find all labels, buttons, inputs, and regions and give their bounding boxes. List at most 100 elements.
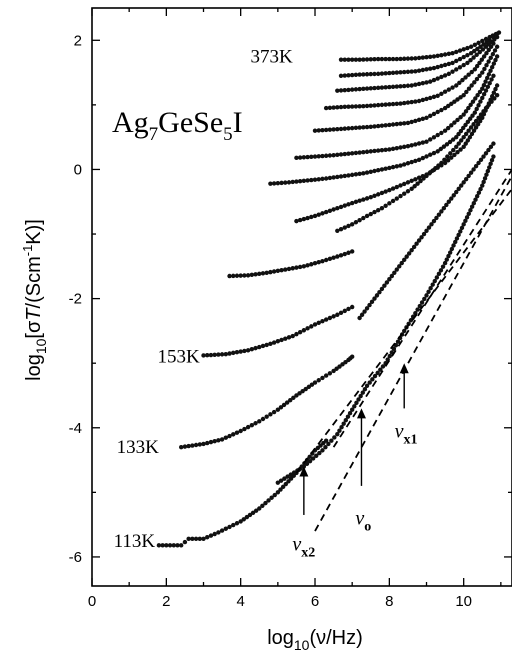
- marker-arrow-head: [299, 466, 309, 477]
- data-point: [346, 126, 351, 131]
- data-point: [413, 69, 418, 74]
- data-point: [342, 87, 347, 93]
- data-point: [275, 407, 281, 412]
- data-point: [481, 92, 487, 97]
- data-point: [446, 87, 452, 92]
- data-point: [379, 56, 385, 62]
- data-point: [478, 99, 483, 104]
- data-point: [477, 89, 483, 95]
- data-point: [387, 353, 392, 359]
- data-point: [353, 57, 359, 62]
- data-point: [280, 484, 286, 490]
- data-point: [341, 421, 346, 426]
- data-point: [286, 180, 292, 185]
- x-tick-label: 4: [237, 593, 245, 610]
- data-point: [468, 44, 474, 49]
- data-point: [247, 512, 253, 518]
- data-point: [450, 51, 455, 56]
- data-point: [444, 142, 450, 147]
- data-point: [435, 64, 440, 70]
- data-point: [405, 161, 411, 166]
- data-point: [411, 244, 417, 250]
- data-point: [353, 104, 359, 109]
- data-point: [379, 206, 385, 211]
- data-point: [331, 314, 336, 319]
- data-point: [193, 442, 199, 448]
- data-point: [317, 450, 322, 456]
- data-point: [327, 175, 333, 181]
- data-point: [406, 251, 412, 256]
- data-point: [338, 88, 344, 93]
- data-point: [335, 88, 340, 93]
- data-point: [466, 72, 471, 77]
- data-point: [283, 267, 288, 272]
- data-point: [231, 522, 236, 528]
- data-point: [442, 128, 448, 133]
- data-point: [483, 36, 489, 42]
- data-point: [480, 86, 485, 91]
- data-point: [490, 51, 496, 57]
- data-point: [342, 151, 347, 157]
- data-point: [312, 128, 318, 133]
- data-point: [379, 286, 385, 292]
- data-point: [461, 112, 466, 117]
- data-point: [387, 84, 392, 90]
- data-point: [349, 200, 355, 206]
- data-point: [474, 63, 480, 69]
- data-point: [316, 128, 321, 133]
- data-point: [484, 40, 489, 45]
- data-point: [404, 254, 409, 259]
- data-point: [342, 104, 347, 110]
- data-point: [454, 236, 460, 241]
- data-point: [346, 202, 351, 207]
- data-point: [182, 539, 188, 545]
- data-point: [372, 209, 377, 215]
- data-point: [337, 428, 342, 433]
- data-point: [464, 215, 470, 220]
- data-point: [430, 282, 435, 287]
- data-point: [335, 152, 340, 158]
- data-point: [279, 337, 284, 343]
- data-point: [398, 145, 403, 150]
- data-point: [294, 218, 299, 224]
- data-point: [424, 172, 429, 177]
- data-point: [465, 119, 471, 125]
- data-point: [301, 178, 307, 184]
- data-point: [402, 100, 407, 106]
- data-point: [450, 137, 456, 142]
- data-point: [412, 184, 417, 189]
- data-point: [364, 196, 370, 201]
- data-point: [478, 44, 483, 49]
- data-point: [372, 296, 377, 301]
- data-point: [349, 172, 355, 178]
- data-point: [463, 75, 468, 80]
- data-point: [413, 142, 418, 147]
- data-point: [327, 315, 333, 321]
- data-point: [458, 128, 464, 134]
- data-point: [473, 125, 479, 130]
- data-point: [231, 273, 236, 279]
- data-point: [223, 526, 229, 531]
- data-point: [309, 177, 314, 183]
- data-point: [338, 204, 344, 210]
- data-point: [208, 533, 214, 538]
- data-point: [442, 73, 448, 78]
- data-point: [468, 102, 473, 108]
- data-point: [212, 531, 217, 537]
- data-point: [458, 115, 463, 120]
- data-point: [420, 116, 425, 122]
- data-point: [424, 80, 429, 85]
- data-point: [435, 53, 440, 58]
- data-point: [459, 138, 464, 143]
- data-point: [402, 144, 407, 150]
- data-point: [368, 57, 373, 62]
- data-point: [309, 214, 314, 220]
- data-point: [468, 51, 474, 56]
- data-point: [477, 73, 482, 79]
- data-point: [424, 154, 429, 159]
- data-point: [399, 260, 404, 266]
- data-point: [361, 57, 366, 62]
- data-point: [445, 125, 451, 131]
- data-point: [361, 125, 366, 130]
